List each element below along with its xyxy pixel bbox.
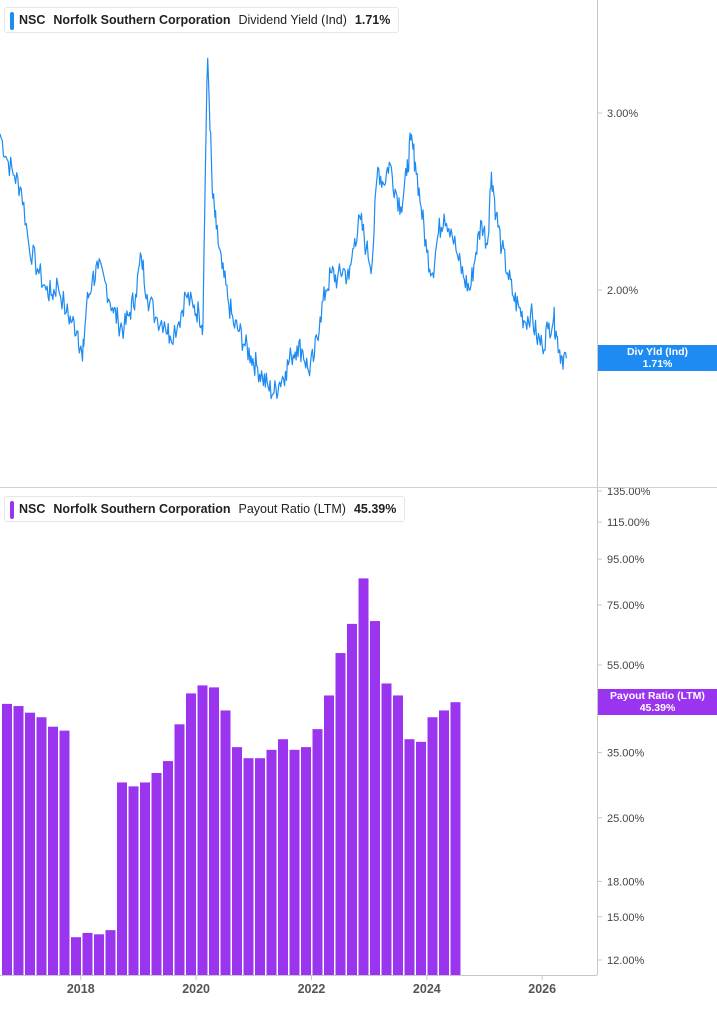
payout-bar <box>163 761 173 975</box>
y-tick-label: 2.00% <box>607 285 638 297</box>
x-tick-label: 2020 <box>182 982 210 996</box>
legend-metric: Payout Ratio (LTM) <box>238 502 346 516</box>
legend-value: 1.71% <box>354 13 391 27</box>
payout-bar <box>48 726 58 975</box>
payout-bar <box>117 782 127 975</box>
payout-bar <box>174 724 185 975</box>
y-tick-label: 55.00% <box>607 660 645 672</box>
dividend-yield-legend: NSC Norfolk Southern Corporation Dividen… <box>4 7 400 33</box>
y-tick-label: 95.00% <box>607 554 645 566</box>
payout-bar <box>439 710 449 975</box>
payout-bar <box>266 749 277 975</box>
payout-bar <box>232 747 242 975</box>
payout-bar <box>36 717 47 975</box>
x-tick-label: 2022 <box>298 982 326 996</box>
payout-bar <box>140 782 150 975</box>
payout-bar <box>381 683 392 975</box>
payout-bar <box>2 703 12 975</box>
payout-bar <box>71 937 81 975</box>
legend-value: 45.39% <box>353 502 397 516</box>
y-tick-label: 115.00% <box>607 517 650 529</box>
payout-bar <box>151 772 162 975</box>
payout-ratio-swatch <box>10 501 14 519</box>
legend-company: Norfolk Southern Corporation <box>53 13 231 27</box>
payout-bar <box>128 786 139 975</box>
badge-label: Div Yld (Ind) <box>626 346 689 358</box>
y-tick-label: 75.00% <box>607 600 645 612</box>
y-tick-label: 12.00% <box>607 955 645 967</box>
legend-ticker: NSC <box>19 502 46 516</box>
dividend-yield-swatch <box>10 12 14 30</box>
payout-bar <box>220 710 231 975</box>
payout-bar <box>243 758 254 975</box>
x-tick-label: 2018 <box>67 982 95 996</box>
payout-bar <box>25 712 35 975</box>
y-tick-label: 3.00% <box>607 108 638 120</box>
payout-bar <box>197 685 208 975</box>
payout-bar <box>335 653 346 975</box>
badge-value: 1.71% <box>642 358 673 370</box>
x-tick-label: 2026 <box>528 982 556 996</box>
legend-metric: Dividend Yield (Ind) <box>238 13 347 27</box>
badge-value: 45.39% <box>639 702 676 714</box>
payout-bar <box>358 578 369 975</box>
payout-bar <box>255 758 265 975</box>
payout-bar <box>94 934 104 975</box>
y-tick-label: 35.00% <box>607 748 645 760</box>
payout-bar <box>450 702 461 975</box>
payout-bar <box>416 741 426 975</box>
payout-bar <box>393 695 403 975</box>
y-tick-label: 25.00% <box>607 813 645 825</box>
payout-bar <box>209 687 219 975</box>
payout-bar <box>289 749 300 975</box>
payout-bar <box>301 747 311 975</box>
payout-bar <box>404 739 415 975</box>
payout-bar <box>278 739 288 975</box>
payout-bar <box>59 730 70 975</box>
y-tick-label: 18.00% <box>607 876 645 888</box>
payout-bar <box>427 717 438 975</box>
legend-ticker: NSC <box>19 13 46 27</box>
badge-label: Payout Ratio (LTM) <box>610 690 705 702</box>
payout-ratio-legend: NSC Norfolk Southern Corporation Payout … <box>4 496 406 522</box>
payout-bar <box>82 932 93 975</box>
legend-company: Norfolk Southern Corporation <box>53 502 231 516</box>
x-tick-label: 2024 <box>413 982 441 996</box>
payout-bar <box>347 623 357 975</box>
payout-bar <box>312 729 323 975</box>
payout-bar <box>105 930 116 975</box>
y-tick-label: 135.00% <box>607 486 651 498</box>
payout-ratio-current-badge: Payout Ratio (LTM) 45.39% <box>598 689 717 715</box>
y-tick-label: 15.00% <box>607 912 645 924</box>
payout-bar <box>370 621 380 975</box>
dividend-yield-line <box>0 57 567 400</box>
payout-bar <box>186 693 196 975</box>
dividend-yield-current-badge: Div Yld (Ind) 1.71% <box>598 345 717 371</box>
payout-bar <box>13 706 24 975</box>
payout-bar <box>324 695 334 975</box>
